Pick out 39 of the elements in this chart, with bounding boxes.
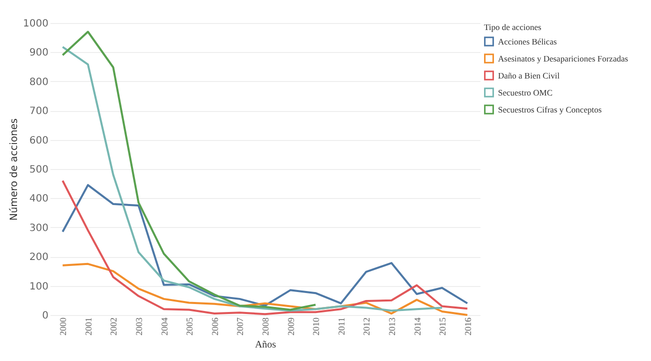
- x-tick-label: 2003: [134, 317, 144, 336]
- legend-label: Secuestro OMC: [498, 88, 553, 98]
- x-tick-label: 2002: [108, 318, 119, 336]
- legend-label: Daño a Bien Civil: [498, 70, 560, 80]
- y-tick-label: 600: [29, 135, 48, 146]
- legend-title: Tipo de acciones: [484, 22, 542, 32]
- x-tick-label: 2014: [412, 317, 422, 336]
- x-tick-label: 2015: [438, 317, 448, 336]
- y-axis-title: Número de acciones: [9, 118, 20, 221]
- legend-label: Asesinatos y Desapariciones Forzadas: [498, 54, 628, 64]
- x-tick-label: 2012: [362, 318, 372, 336]
- x-tick-label: 2005: [184, 317, 195, 336]
- y-tick-label: 900: [29, 48, 48, 59]
- x-tick-label: 2016: [462, 317, 473, 336]
- line-series: [62, 30, 317, 311]
- x-tick-label: 2009: [286, 317, 296, 336]
- y-tick-label: 700: [29, 106, 48, 118]
- y-tick-label: 800: [29, 76, 48, 88]
- legend-label: Secuestros Cifras y Conceptos: [498, 104, 602, 114]
- x-tick-label: 2007: [235, 317, 246, 336]
- x-tick-label: 2001: [83, 318, 94, 336]
- x-tick-label: 2011: [336, 318, 346, 336]
- y-tick-label: 500: [29, 164, 48, 176]
- x-tick-label: 2013: [386, 317, 397, 336]
- x-tick-label: 2010: [311, 317, 322, 336]
- line-series: [62, 46, 444, 312]
- x-tick-label: 2004: [159, 317, 170, 336]
- y-tick-label: 300: [29, 222, 48, 234]
- y-tick-label: 200: [29, 252, 48, 264]
- legend-label: Acciones Bélicas: [498, 36, 557, 46]
- x-tick-label: 2006: [210, 317, 220, 336]
- x-axis-title: Años: [254, 340, 276, 350]
- y-tick-label: 100: [29, 281, 48, 292]
- y-tick-label: 1000: [23, 18, 48, 30]
- y-tick-label: 400: [29, 194, 48, 205]
- line-series: [62, 262, 468, 316]
- x-tick-label: 2008: [260, 317, 270, 336]
- x-tick-label: 2000: [58, 317, 68, 336]
- y-tick-label: 0: [42, 310, 48, 322]
